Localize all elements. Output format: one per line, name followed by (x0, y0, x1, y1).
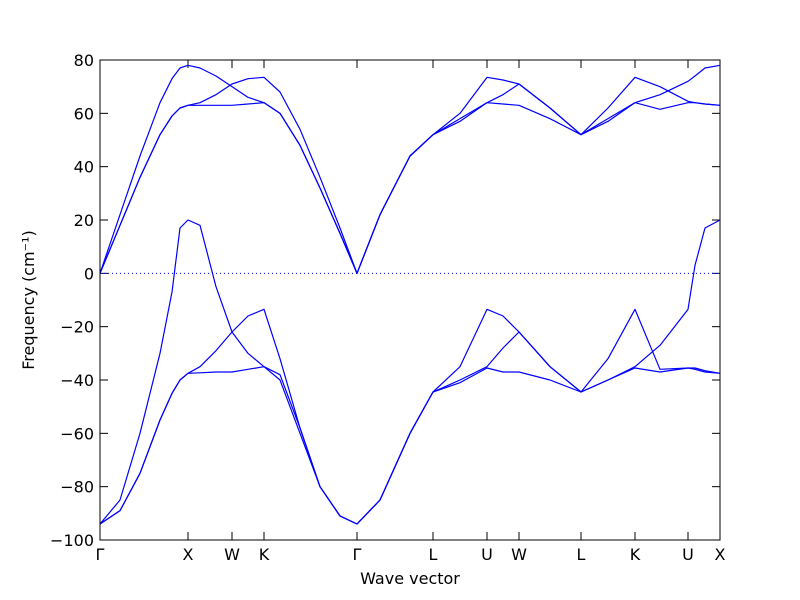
x-tick-label: U (481, 545, 493, 564)
x-tick-label: W (511, 545, 527, 564)
x-tick-label: W (224, 545, 240, 564)
x-tick-label: Γ (96, 545, 105, 564)
y-tick-label: 0 (84, 264, 94, 283)
x-tick-label: U (682, 545, 694, 564)
plot-frame (99, 59, 721, 541)
x-axis-label: Wave vector (360, 569, 460, 588)
x-tick-label: X (715, 545, 726, 564)
y-axis-label: Frequency (cm⁻¹) (19, 230, 38, 369)
x-tick-label: K (630, 545, 641, 564)
x-tick-label: L (577, 545, 586, 564)
y-tick-label: −80 (60, 478, 94, 497)
x-tick-label: L (429, 545, 438, 564)
y-tick-label: 40 (74, 158, 94, 177)
band-line (99, 219, 721, 525)
y-tick-label: −100 (50, 531, 94, 550)
band-line (99, 64, 721, 274)
x-tick-label: K (259, 545, 270, 564)
y-tick-label: −60 (60, 424, 94, 443)
y-tick-label: 80 (74, 51, 94, 70)
x-tick-label: X (183, 545, 194, 564)
y-tick-label: −40 (60, 371, 94, 390)
y-tick-label: 60 (74, 104, 94, 123)
x-tick-label: Γ (353, 545, 362, 564)
y-tick-label: 20 (74, 211, 94, 230)
y-tick-label: −20 (60, 318, 94, 337)
